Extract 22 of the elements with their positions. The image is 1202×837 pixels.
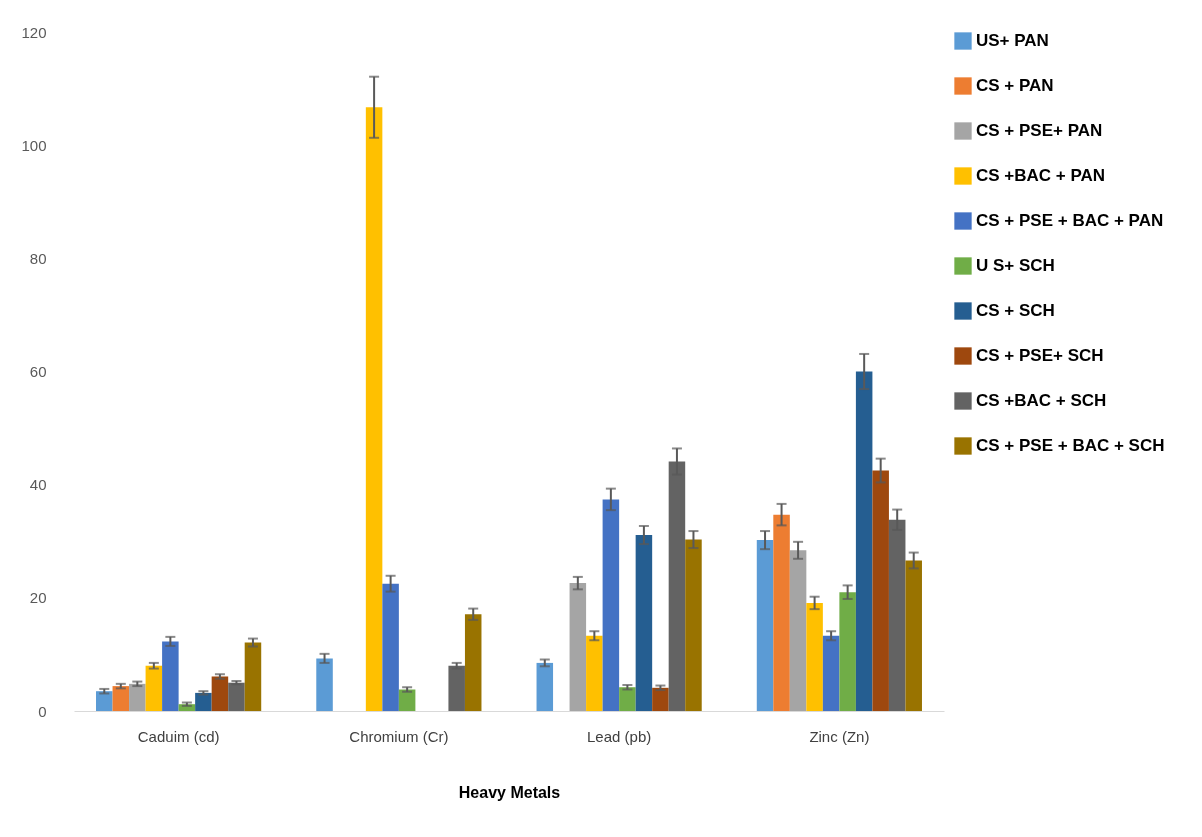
x-tick-label: Zinc (Zn) [809,727,870,745]
y-tick-label: 40 [29,476,47,494]
legend-label: CS +BAC + PAN [976,166,1106,185]
legend-label: CS + PSE+ PAN [976,121,1103,140]
legend-label: CS + PSE + BAC + SCH [976,436,1165,455]
y-tick-label: 100 [21,136,47,154]
x-tick-label: Caduim (cd) [137,727,220,745]
legend-label: US+ PAN [976,31,1049,50]
legend-label: CS +BAC + SCH [976,391,1107,410]
y-tick-label: 120 [21,23,47,41]
legend-label: CS + SCH [976,301,1055,320]
x-axis-title: Heavy Metals [458,783,561,801]
y-tick-label: 80 [29,249,47,267]
y-tick-label: 20 [29,589,47,607]
y-tick-label: 60 [29,363,47,380]
legend-label: CS + PSE + BAC + PAN [976,211,1164,230]
x-tick-label: Chromium (Cr) [349,727,449,745]
legend-label: CS + PAN [976,76,1054,95]
x-tick-label: Lead (pb) [587,727,652,745]
legend-label: CS + PSE+ SCH [976,346,1104,365]
legend-label: U S+ SCH [976,256,1055,275]
y-tick-label: 0 [38,702,47,720]
